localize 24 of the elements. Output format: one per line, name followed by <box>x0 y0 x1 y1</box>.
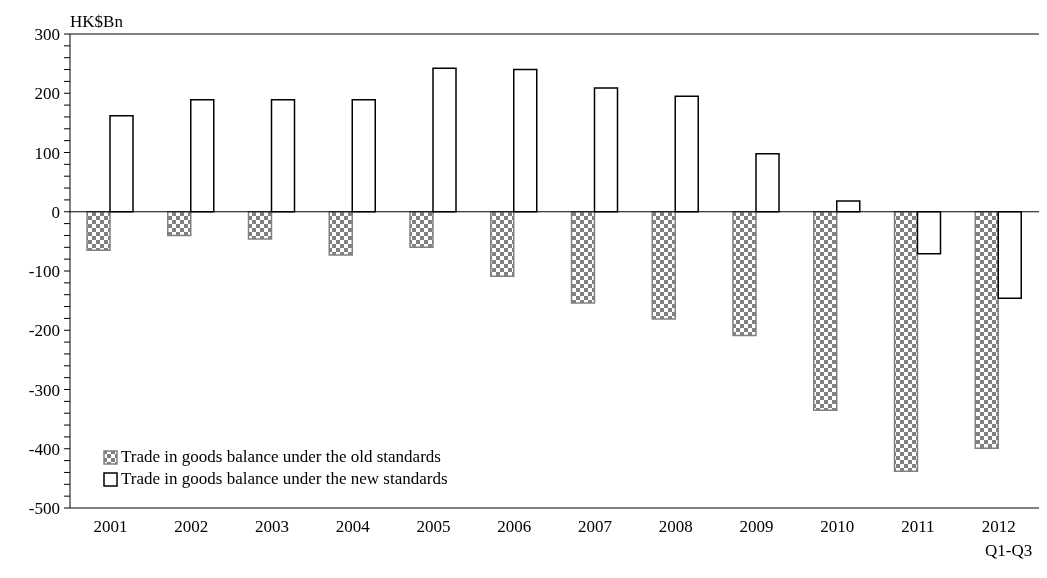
legend-label: Trade in goods balance under the old standards <box>121 446 441 468</box>
y-tick-label: -200 <box>28 321 60 341</box>
x-tick-label: 2008 <box>658 517 693 536</box>
x-tick-label: 2012 Q1-Q3 <box>981 517 1033 560</box>
x-tick-label: 2007 <box>577 517 613 536</box>
y-tick-label: 200 <box>34 84 60 104</box>
x-tick-label: 2011 <box>901 517 935 536</box>
y-tick-label: 0 <box>51 202 60 222</box>
x-tick-label: 2002 <box>174 517 209 536</box>
x-tick-label: 2009 <box>739 517 774 536</box>
y-tick-label: 100 <box>34 143 60 163</box>
legend-label: Trade in goods balance under the new standards <box>121 468 448 490</box>
y-tick-label: -400 <box>28 439 60 459</box>
y-tick-label: -500 <box>28 499 60 518</box>
x-tick-label: 2005 <box>416 517 451 536</box>
y-axis-title: HK$Bn <box>70 12 123 32</box>
y-tick-label: -100 <box>28 262 60 281</box>
x-tick-label: 2006 <box>497 517 532 536</box>
y-tick-label: 300 <box>34 25 60 44</box>
x-tick-label: 2010 <box>820 517 855 536</box>
x-tick-label: 2001 <box>93 517 128 536</box>
y-tick-label: -300 <box>28 380 60 400</box>
x-tick-label: 2004 <box>335 517 371 536</box>
x-tick-label: 2003 <box>254 517 289 536</box>
